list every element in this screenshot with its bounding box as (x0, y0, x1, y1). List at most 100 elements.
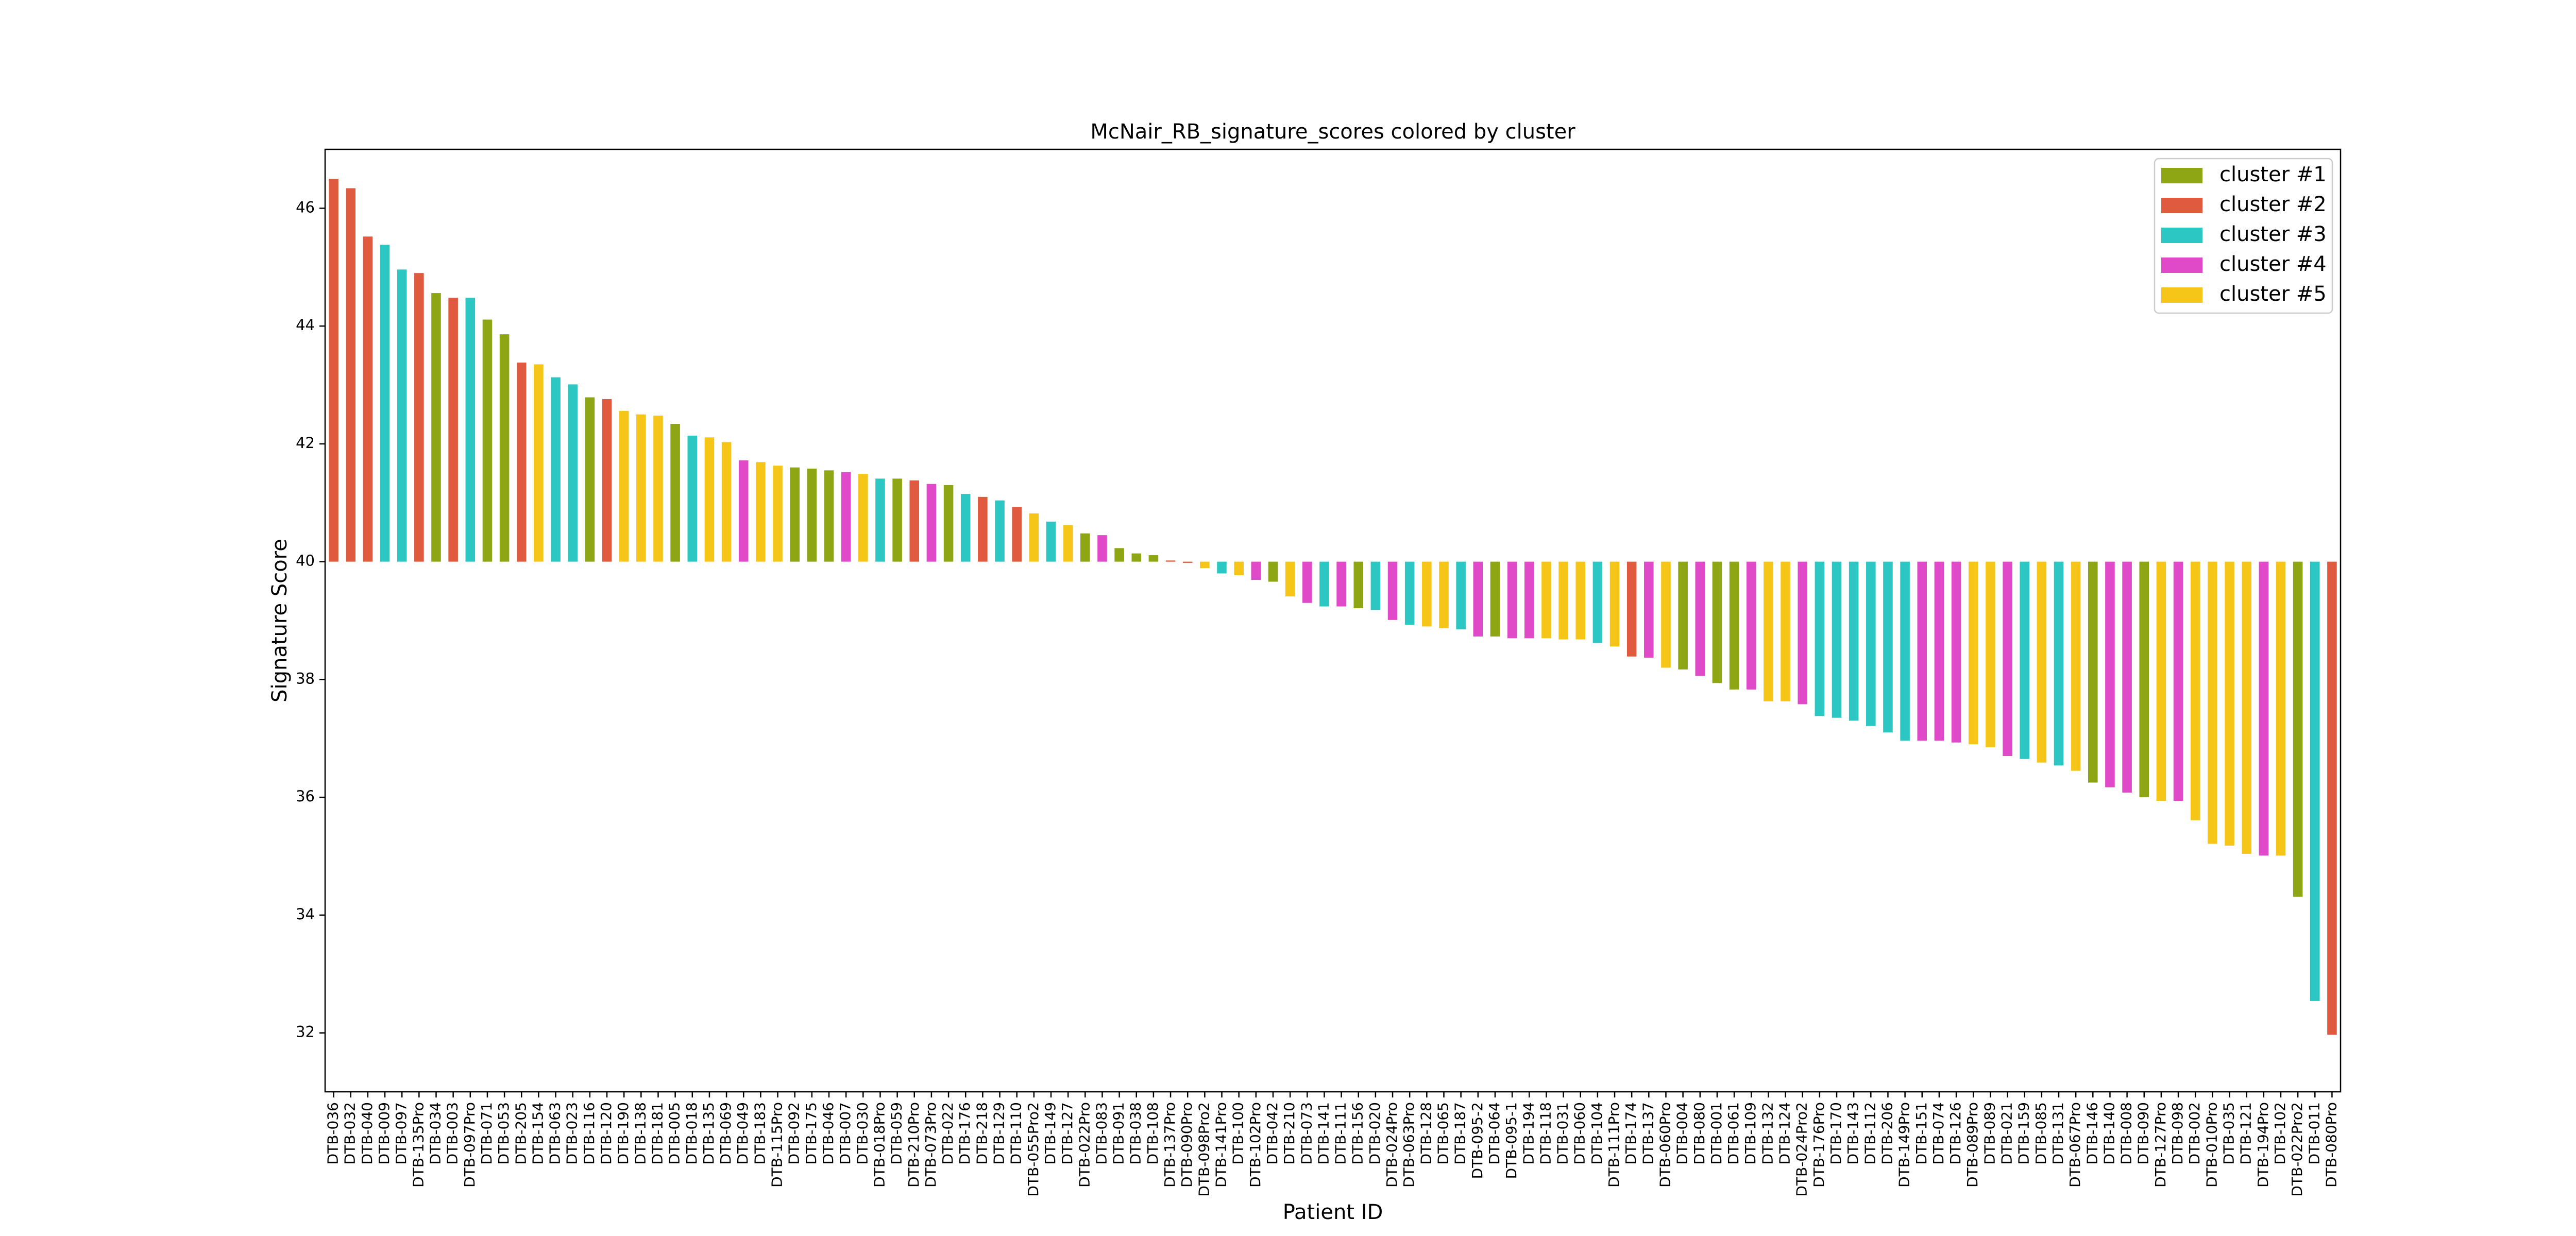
x-tick-label: DTB-206 (1878, 1102, 1895, 1164)
bar (1695, 561, 1705, 676)
bar (619, 410, 629, 562)
x-tick-label: DTB-149 (1042, 1102, 1059, 1164)
x-tick-label: DTB-141Pro (1213, 1102, 1230, 1188)
x-tick-label: DTB-007 (837, 1102, 854, 1164)
bar (926, 484, 937, 562)
bar (2139, 561, 2149, 798)
bar (465, 298, 476, 562)
bar (329, 179, 338, 562)
bar (1182, 561, 1193, 563)
x-tick-label: DTB-120 (598, 1102, 615, 1164)
legend-label: cluster #1 (2219, 163, 2327, 186)
bar (1712, 561, 1722, 683)
bar (960, 494, 971, 562)
chart-title: McNair_RB_signature_scores colored by cl… (1090, 120, 1575, 144)
bar (1404, 561, 1415, 625)
bar (841, 472, 851, 562)
bar (414, 273, 424, 562)
bar (807, 468, 817, 562)
x-tick-label: DTB-176 (956, 1102, 973, 1164)
x-tick-label: DTB-055Pro2 (1025, 1102, 1042, 1197)
legend-swatch (2161, 168, 2202, 183)
bar (1456, 561, 1466, 630)
bar (2225, 561, 2234, 846)
x-tick-label: DTB-085 (2032, 1102, 2049, 1164)
bar (773, 466, 783, 562)
x-tick-label: DTB-060Pro (1656, 1102, 1673, 1188)
bar (790, 467, 800, 562)
x-axis-label: Patient ID (1283, 1200, 1383, 1224)
bar (602, 399, 612, 562)
x-tick-label: DTB-065 (1434, 1102, 1451, 1164)
bar (1781, 561, 1790, 701)
bar (534, 364, 544, 562)
x-tick-label: DTB-092 (786, 1102, 803, 1164)
bar (363, 236, 373, 562)
x-tick-label: DTB-187 (1452, 1102, 1469, 1164)
x-tick-label: DTB-104 (1588, 1102, 1605, 1164)
x-tick-label: DTB-053 (495, 1102, 512, 1164)
x-tick-label: DTB-098Pro2 (1195, 1102, 1212, 1197)
x-tick-label: DTB-205 (512, 1102, 529, 1164)
x-tick-label: DTB-112 (1861, 1102, 1878, 1164)
x-tick-label: DTB-064 (1486, 1102, 1503, 1164)
bar (1524, 561, 1534, 639)
x-tick-label: DTB-042 (1264, 1102, 1281, 1164)
x-tick-label: DTB-022Pro2 (2289, 1102, 2306, 1197)
x-tick-label: DTB-218 (973, 1102, 990, 1164)
x-tick-label: DTB-176Pro (1810, 1102, 1827, 1188)
bar (1080, 533, 1090, 562)
x-tick-label: DTB-124 (1776, 1102, 1793, 1164)
x-tick-label: DTB-109 (1742, 1102, 1759, 1164)
x-tick-label: DTB-022Pro (1076, 1102, 1093, 1188)
x-tick-label: DTB-083 (1093, 1102, 1110, 1164)
x-tick-label: DTB-097 (393, 1102, 410, 1164)
bar (585, 397, 595, 562)
bar (824, 470, 834, 562)
bar (704, 437, 715, 562)
x-tick-label: DTB-097Pro (461, 1102, 478, 1188)
x-tick-label: DTB-001 (1708, 1102, 1725, 1164)
bar (1422, 561, 1432, 627)
x-tick-label: DTB-018Pro (871, 1102, 888, 1188)
x-tick-label: DTB-010Pro (2203, 1102, 2220, 1188)
bar (1798, 561, 1807, 705)
bar (1353, 561, 1364, 608)
x-tick-label: DTB-135Pro (410, 1102, 427, 1188)
y-tick-label: 44 (296, 316, 315, 334)
bar (1302, 561, 1312, 603)
x-tick-label: DTB-110 (1008, 1102, 1025, 1164)
x-tick-label: DTB-038 (1127, 1102, 1144, 1164)
y-tick-label: 46 (296, 198, 315, 216)
y-tick-label: 42 (296, 434, 315, 452)
bar (1029, 513, 1039, 562)
bar (1507, 561, 1517, 639)
bar (1644, 561, 1654, 658)
bar (568, 384, 578, 562)
x-tick-label: DTB-031 (1554, 1102, 1571, 1164)
x-tick-label: DTB-194Pro (2255, 1102, 2272, 1188)
x-tick-label: DTB-118 (1537, 1102, 1554, 1164)
bar (2088, 561, 2098, 783)
x-tick-label: DTB-060 (1571, 1102, 1588, 1164)
x-tick-label: DTB-128 (1417, 1102, 1434, 1164)
x-tick-label: DTB-089 (1981, 1102, 1998, 1164)
bar (1012, 507, 1022, 562)
bar (1883, 561, 1893, 733)
bar (1165, 560, 1176, 562)
bar (397, 269, 407, 562)
bar (2003, 561, 2012, 757)
bar (431, 293, 441, 562)
bar (448, 298, 458, 562)
x-tick-label: DTB-005 (666, 1102, 683, 1164)
bar (1370, 561, 1381, 610)
y-tick-label: 36 (296, 787, 315, 805)
legend-label: cluster #5 (2219, 282, 2327, 306)
bar (1849, 561, 1859, 721)
y-tick-label: 34 (296, 905, 315, 923)
x-tick-label: DTB-116 (581, 1102, 598, 1164)
x-tick-label: DTB-080Pro (2323, 1102, 2340, 1188)
bar (2071, 561, 2081, 771)
bar (1319, 561, 1329, 607)
bar (1866, 561, 1876, 726)
